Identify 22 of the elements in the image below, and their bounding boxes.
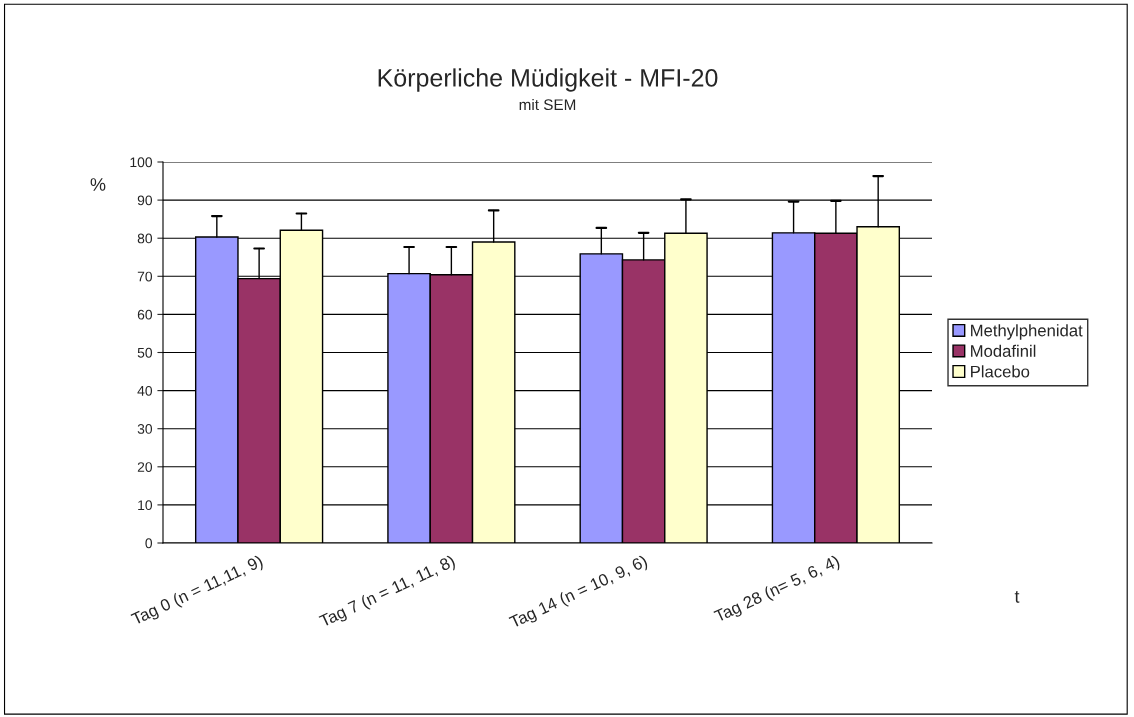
y-tick-label: 40 (137, 385, 153, 396)
y-tick-label: 10 (138, 500, 153, 511)
x-tick-label: Tag 14 (n = 10, 9, 6) (508, 554, 650, 632)
legend-label: Methylphenidat (971, 324, 1083, 340)
y-tick-label: 60 (137, 309, 153, 320)
legend-label: Modafinil (971, 344, 1036, 357)
y-tick-label: 30 (137, 424, 153, 434)
chart-title: Körperliche Müdigkeit - MFI-20 (378, 68, 718, 92)
x-axis-title: t (1014, 591, 1020, 603)
y-tick-label: 70 (137, 271, 153, 282)
chart-subtitle: mit SEM (519, 98, 576, 111)
y-tick-label: 80 (137, 233, 153, 244)
y-tick-label: 90 (137, 195, 153, 206)
y-tick-label: 20 (137, 462, 153, 472)
x-tick-label: Tag 7 (n = 11, 11, 8) (318, 554, 458, 631)
legend-label: Placebo (971, 365, 1030, 378)
x-tick-label: Tag 0 (n = 11,11, 9) (130, 554, 265, 629)
y-tick-label: 50 (137, 347, 153, 358)
y-tick-label: 0 (145, 538, 153, 549)
y-axis-title: % (90, 178, 106, 191)
x-tick-label: Tag 28 (n= 5, 6, 4) (713, 554, 842, 626)
y-tick-label: 100 (130, 157, 153, 168)
